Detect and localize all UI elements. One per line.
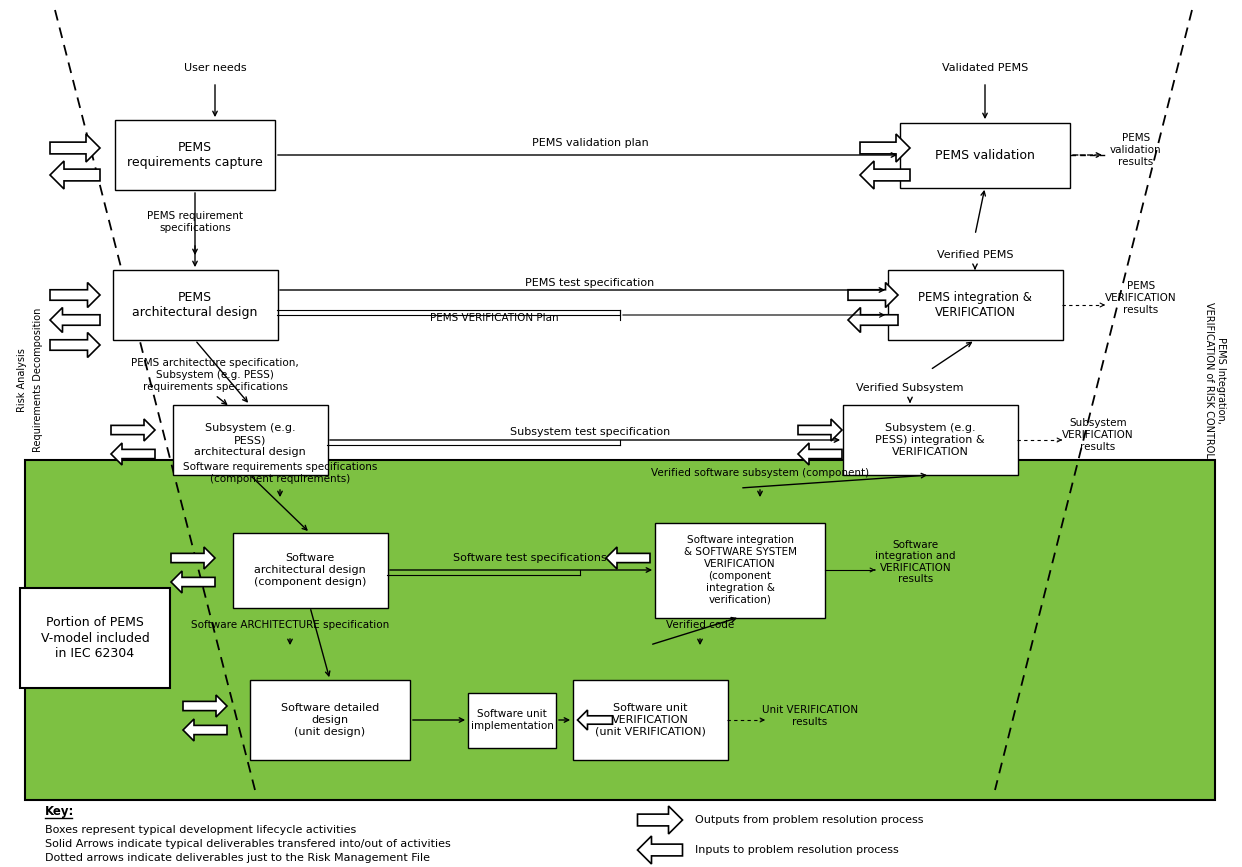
Text: PEMS test specification: PEMS test specification bbox=[525, 278, 655, 288]
Polygon shape bbox=[50, 161, 101, 189]
Text: Dotted arrows indicate deliverables just to the Risk Management File: Dotted arrows indicate deliverables just… bbox=[45, 853, 430, 863]
Text: Software test specifications: Software test specifications bbox=[453, 553, 607, 563]
Polygon shape bbox=[637, 836, 683, 864]
Polygon shape bbox=[859, 134, 910, 162]
Polygon shape bbox=[183, 719, 227, 741]
Text: PEMS
architectural design: PEMS architectural design bbox=[133, 290, 257, 319]
FancyBboxPatch shape bbox=[573, 680, 728, 760]
Polygon shape bbox=[859, 161, 910, 189]
Text: Validated PEMS: Validated PEMS bbox=[941, 63, 1028, 73]
Text: Software
integration and
VERIFICATION
results: Software integration and VERIFICATION re… bbox=[876, 539, 955, 584]
FancyBboxPatch shape bbox=[842, 405, 1017, 475]
Text: PEMS integration &
VERIFICATION: PEMS integration & VERIFICATION bbox=[918, 290, 1032, 319]
Polygon shape bbox=[50, 134, 101, 162]
Polygon shape bbox=[848, 308, 898, 333]
Text: Verified Subsystem: Verified Subsystem bbox=[856, 383, 964, 393]
FancyBboxPatch shape bbox=[468, 693, 556, 747]
Text: PEMS validation plan: PEMS validation plan bbox=[532, 138, 648, 148]
Text: Software requirements specifications
(component requirements): Software requirements specifications (co… bbox=[183, 462, 378, 484]
Text: Portion of PEMS
V-model included
in IEC 62304: Portion of PEMS V-model included in IEC … bbox=[41, 616, 149, 660]
Text: PEMS architecture specification,
Subsystem (e.g. PESS)
requirements specificatio: PEMS architecture specification, Subsyst… bbox=[132, 358, 299, 392]
Text: PEMS
VERIFICATION
results: PEMS VERIFICATION results bbox=[1105, 282, 1176, 315]
Text: PEMS VERIFICATION Plan: PEMS VERIFICATION Plan bbox=[430, 313, 559, 323]
Text: User needs: User needs bbox=[184, 63, 246, 73]
Text: Software ARCHITECTURE specification: Software ARCHITECTURE specification bbox=[191, 620, 389, 630]
FancyBboxPatch shape bbox=[900, 122, 1071, 187]
Text: Requirements Decomposition: Requirements Decomposition bbox=[34, 308, 43, 453]
Text: Unit VERIFICATION
results: Unit VERIFICATION results bbox=[763, 705, 858, 727]
Text: Subsystem test specification: Subsystem test specification bbox=[510, 427, 671, 437]
Polygon shape bbox=[606, 547, 650, 569]
Text: Outputs from problem resolution process: Outputs from problem resolution process bbox=[696, 815, 924, 825]
Polygon shape bbox=[637, 806, 683, 834]
FancyBboxPatch shape bbox=[113, 270, 277, 340]
Polygon shape bbox=[50, 283, 101, 308]
Polygon shape bbox=[111, 419, 155, 441]
Text: PEMS
validation
results: PEMS validation results bbox=[1110, 134, 1161, 166]
Text: PEMS validation: PEMS validation bbox=[935, 148, 1035, 161]
FancyBboxPatch shape bbox=[232, 532, 388, 608]
Text: Subsystem (e.g.
PESS)
architectural design: Subsystem (e.g. PESS) architectural desi… bbox=[194, 423, 306, 457]
Polygon shape bbox=[799, 443, 842, 465]
Text: Software detailed
design
(unit design): Software detailed design (unit design) bbox=[281, 703, 379, 737]
Polygon shape bbox=[171, 547, 215, 569]
Text: Key:: Key: bbox=[45, 805, 75, 818]
Text: Inputs to problem resolution process: Inputs to problem resolution process bbox=[696, 845, 899, 855]
Text: Risk Analysis: Risk Analysis bbox=[17, 348, 27, 412]
Text: Subsystem
VERIFICATION
results: Subsystem VERIFICATION results bbox=[1062, 419, 1134, 452]
Text: Verified PEMS: Verified PEMS bbox=[936, 250, 1013, 260]
Polygon shape bbox=[578, 710, 612, 730]
Polygon shape bbox=[183, 695, 227, 717]
Text: Software
architectural design
(component design): Software architectural design (component… bbox=[253, 553, 366, 587]
Text: PEMS
requirements capture: PEMS requirements capture bbox=[127, 140, 263, 169]
Polygon shape bbox=[50, 308, 101, 333]
Text: Subsystem (e.g.
PESS) integration &
VERIFICATION: Subsystem (e.g. PESS) integration & VERI… bbox=[876, 423, 985, 457]
Text: Software unit
VERIFICATION
(unit VERIFICATION): Software unit VERIFICATION (unit VERIFIC… bbox=[595, 703, 705, 737]
FancyBboxPatch shape bbox=[25, 460, 1215, 800]
Polygon shape bbox=[171, 571, 215, 593]
FancyBboxPatch shape bbox=[250, 680, 410, 760]
Text: PEMS Integration,
VERIFICATION of RISK CONTROL: PEMS Integration, VERIFICATION of RISK C… bbox=[1205, 302, 1226, 458]
Text: Software integration
& SOFTWARE SYSTEM
VERIFICATION
(component
integration &
ver: Software integration & SOFTWARE SYSTEM V… bbox=[683, 535, 796, 605]
FancyBboxPatch shape bbox=[116, 120, 274, 190]
FancyBboxPatch shape bbox=[888, 270, 1062, 340]
Text: PEMS requirement
specifications: PEMS requirement specifications bbox=[147, 212, 243, 233]
Polygon shape bbox=[799, 419, 842, 441]
FancyBboxPatch shape bbox=[655, 523, 825, 617]
FancyBboxPatch shape bbox=[173, 405, 328, 475]
Text: Boxes represent typical development lifecycle activities: Boxes represent typical development life… bbox=[45, 825, 356, 835]
Text: Software unit
implementation: Software unit implementation bbox=[471, 709, 554, 731]
FancyBboxPatch shape bbox=[20, 588, 170, 688]
Text: Verified software subsystem (component): Verified software subsystem (component) bbox=[651, 468, 869, 478]
Polygon shape bbox=[50, 333, 101, 357]
Polygon shape bbox=[848, 283, 898, 308]
Polygon shape bbox=[111, 443, 155, 465]
Text: Verified code: Verified code bbox=[666, 620, 734, 630]
Text: Solid Arrows indicate typical deliverables transfered into/out of activities: Solid Arrows indicate typical deliverabl… bbox=[45, 839, 451, 849]
